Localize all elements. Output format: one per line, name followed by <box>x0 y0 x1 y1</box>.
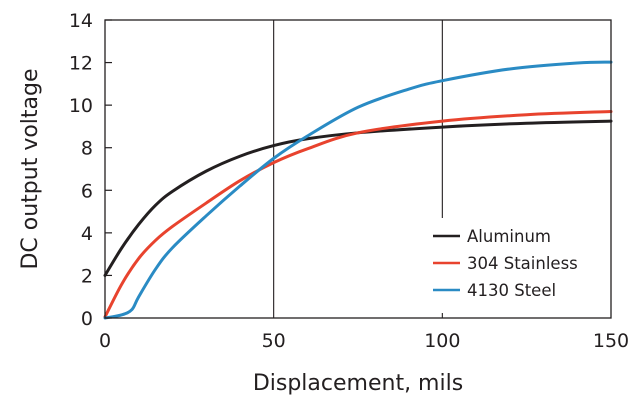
grid-lines <box>273 20 443 318</box>
x-tick-label: 0 <box>99 330 111 352</box>
x-axis-title: Displacement, mils <box>253 371 463 396</box>
axis-ticks: 0 2 4 6 8 10 12 14 0 50 100 150 <box>69 10 629 352</box>
x-tick-label: 100 <box>424 330 460 352</box>
x-tick-label: 50 <box>262 330 286 352</box>
legend-label-4130-steel: 4130 Steel <box>467 281 556 300</box>
series-line-aluminum <box>103 119 613 277</box>
x-tick-label: 150 <box>593 330 629 352</box>
y-tick-label: 10 <box>69 95 93 117</box>
series-line-4130-steel <box>103 60 613 320</box>
y-tick-label: 12 <box>69 53 93 75</box>
y-axis-title: DC output voltage <box>18 68 43 269</box>
legend-label-aluminum: Aluminum <box>467 227 551 246</box>
legend-background <box>427 218 609 313</box>
y-tick-label: 4 <box>81 223 93 245</box>
legend-label-304-stainless: 304 Stainless <box>467 254 578 273</box>
y-tick-label: 14 <box>69 10 93 32</box>
y-tick-label: 0 <box>81 308 93 330</box>
y-tick-label: 2 <box>81 265 93 287</box>
series-lines <box>103 60 613 320</box>
legend: Aluminum 304 Stainless 4130 Steel <box>427 218 609 313</box>
y-tick-label: 6 <box>81 180 93 202</box>
series-line-304-stainless <box>103 110 613 319</box>
y-tick-label: 8 <box>81 138 93 160</box>
plot-frame <box>104 19 612 319</box>
